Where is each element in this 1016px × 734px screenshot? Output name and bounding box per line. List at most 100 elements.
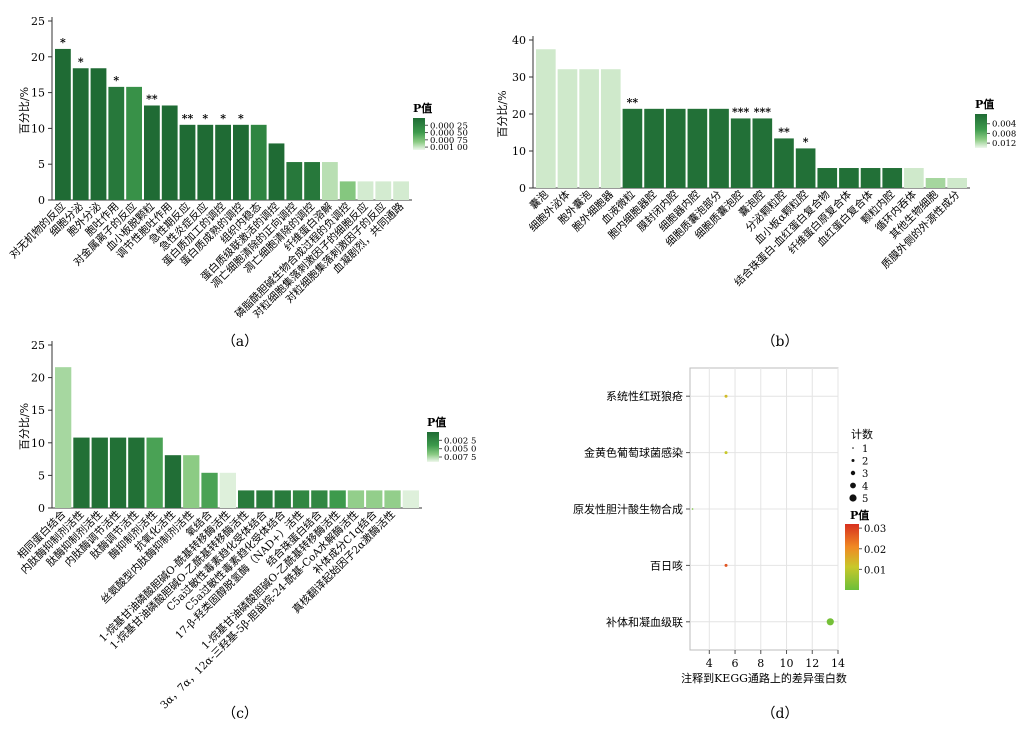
y-tick-label: 原发性胆汁酸生物合成 bbox=[573, 502, 683, 516]
bar bbox=[108, 86, 125, 200]
data-point bbox=[724, 451, 728, 455]
bar bbox=[274, 490, 291, 508]
legend-tick-label: 0.007 5 bbox=[444, 453, 476, 463]
bar bbox=[904, 168, 924, 188]
legend-tick-label: 0.000 75 bbox=[430, 136, 468, 146]
data-point bbox=[724, 563, 728, 567]
legend-tick-label: 0.012 bbox=[992, 139, 1016, 149]
legend-title: P值 bbox=[413, 101, 432, 115]
bar bbox=[286, 162, 303, 200]
y-tick-label: 系统性红斑狼疮 bbox=[606, 389, 683, 403]
y-tick-label: 15 bbox=[31, 87, 45, 100]
legend-colorbar bbox=[975, 114, 987, 148]
bar bbox=[201, 472, 218, 508]
bar bbox=[256, 490, 273, 508]
y-tick-label: 30 bbox=[512, 71, 526, 84]
bar bbox=[322, 162, 338, 200]
significance-marker: * bbox=[238, 112, 244, 125]
bar bbox=[882, 168, 903, 188]
bar bbox=[219, 472, 236, 508]
legend-tick-label: 0.000 50 bbox=[430, 129, 468, 139]
color-legend-bar bbox=[845, 524, 859, 590]
y-axis-title: 百分比/% bbox=[496, 90, 509, 137]
y-tick-label: 25 bbox=[31, 339, 45, 352]
size-legend-dot bbox=[851, 459, 855, 462]
y-tick-label: 5 bbox=[38, 158, 45, 171]
y-tick-label: 10 bbox=[512, 145, 526, 158]
significance-marker: * bbox=[60, 36, 66, 49]
bar bbox=[183, 455, 200, 508]
legend-tick-label: 0.002 5 bbox=[444, 436, 476, 446]
bar bbox=[72, 68, 89, 200]
bar bbox=[55, 367, 72, 508]
bar bbox=[375, 181, 392, 200]
bar bbox=[126, 86, 142, 200]
size-legend-label: 1 bbox=[862, 444, 868, 455]
bar bbox=[644, 108, 664, 188]
y-tick-label: 金黄色葡萄球菌感染 bbox=[584, 446, 683, 460]
x-tick-label: 6 bbox=[732, 657, 739, 670]
y-tick-label: 25 bbox=[31, 15, 45, 28]
size-legend-label: 4 bbox=[862, 482, 868, 493]
panel-c: 0510152025百分比/%相同蛋白结合内肽酶抑制剂活性肽酶抑制剂活性内肽酶调… bbox=[15, 339, 477, 722]
bar bbox=[304, 162, 320, 200]
bar bbox=[384, 490, 401, 508]
legend-tick-label: 0.005 0 bbox=[444, 445, 476, 455]
panel-label: （b） bbox=[762, 334, 799, 350]
size-legend-dot bbox=[850, 482, 856, 489]
y-tick-label: 0 bbox=[38, 194, 45, 207]
size-legend-dot bbox=[849, 494, 857, 502]
size-legend-title: 计数 bbox=[851, 428, 873, 441]
y-tick-label: 20 bbox=[512, 108, 526, 121]
y-tick-label: 40 bbox=[512, 34, 526, 47]
bar bbox=[164, 455, 182, 508]
panel-d: 4 6 8 10 12 14补体和凝血级联百日咳原发性胆汁酸生物合成金黄色葡萄球菌感染系统… bbox=[573, 367, 886, 722]
bar bbox=[73, 437, 90, 508]
bar bbox=[366, 490, 383, 508]
bar bbox=[600, 69, 621, 188]
legend-tick-label: 0.004 bbox=[992, 120, 1016, 130]
legend-tick-label: 0.008 bbox=[992, 129, 1016, 139]
bar bbox=[250, 124, 267, 200]
bar bbox=[55, 48, 71, 201]
bar bbox=[339, 181, 356, 200]
data-point bbox=[691, 508, 694, 510]
legend-title: P值 bbox=[975, 97, 994, 111]
bar bbox=[109, 437, 127, 508]
x-tick-label: 14 bbox=[831, 657, 845, 670]
bar bbox=[579, 69, 599, 188]
legend-tick-label: 0.001 00 bbox=[430, 143, 468, 153]
bar bbox=[91, 437, 108, 508]
legend-title: P值 bbox=[427, 415, 446, 429]
panel-label: （d） bbox=[762, 706, 799, 722]
bar bbox=[687, 108, 708, 188]
y-tick-label: 百日咳 bbox=[650, 558, 683, 572]
bar bbox=[752, 118, 773, 188]
bar bbox=[860, 168, 881, 188]
bar bbox=[947, 178, 967, 188]
significance-marker: *** bbox=[754, 105, 772, 118]
bar bbox=[839, 168, 859, 188]
size-legend-dot bbox=[852, 447, 854, 449]
significance-marker: ** bbox=[778, 125, 790, 138]
y-tick-label: 10 bbox=[31, 437, 45, 450]
data-point bbox=[724, 394, 728, 398]
bar bbox=[233, 124, 249, 200]
color-legend-label: 0.03 bbox=[864, 524, 886, 535]
bar bbox=[311, 490, 328, 508]
size-legend-dot bbox=[850, 470, 856, 476]
bar bbox=[128, 437, 145, 508]
y-axis-title: 百分比/% bbox=[18, 403, 31, 450]
x-axis-title: 注释到KEGG通路上的差异蛋白数 bbox=[681, 671, 847, 685]
bar bbox=[357, 181, 374, 200]
legend-colorbar bbox=[427, 432, 439, 462]
bar bbox=[774, 138, 794, 188]
data-point bbox=[826, 618, 834, 626]
y-tick-label: 补体和凝血级联 bbox=[606, 615, 683, 629]
bar bbox=[146, 437, 163, 508]
y-tick-label: 0 bbox=[38, 502, 45, 515]
bar bbox=[393, 181, 409, 200]
x-tick-label: 10 bbox=[780, 657, 794, 670]
significance-marker: *** bbox=[732, 105, 750, 118]
bar bbox=[622, 108, 643, 188]
